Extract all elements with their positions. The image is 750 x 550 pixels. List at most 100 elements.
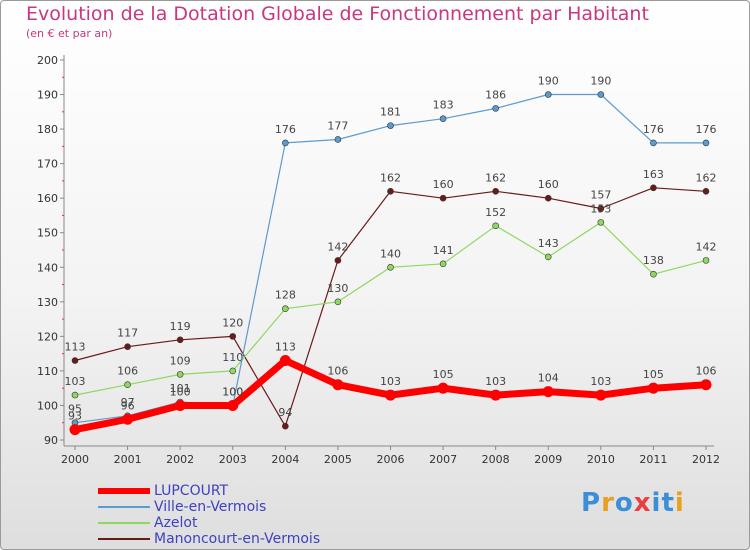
legend-label: Azelot bbox=[154, 515, 198, 531]
data-label: 162 bbox=[380, 171, 401, 184]
data-label: 153 bbox=[590, 202, 611, 215]
data-label: 160 bbox=[538, 178, 559, 191]
data-point bbox=[387, 122, 394, 129]
data-label: 103 bbox=[590, 375, 611, 388]
data-point bbox=[229, 367, 237, 375]
data-label: 157 bbox=[590, 189, 611, 202]
data-point bbox=[176, 336, 184, 344]
data-point bbox=[71, 391, 79, 399]
legend-label: Manoncourt-en-Vermois bbox=[154, 531, 321, 547]
data-point bbox=[437, 382, 449, 394]
data-point bbox=[597, 205, 605, 212]
logo-letter: P bbox=[581, 488, 602, 518]
logo-letter: i bbox=[651, 488, 662, 518]
data-point bbox=[282, 422, 289, 430]
logo-letter: t bbox=[661, 488, 675, 518]
data-point bbox=[544, 194, 552, 202]
data-label: 162 bbox=[485, 171, 506, 184]
data-point bbox=[334, 257, 342, 264]
data-point bbox=[595, 389, 607, 401]
x-tick-label: 2009 bbox=[534, 453, 562, 466]
y-tick-label: 110 bbox=[37, 365, 58, 378]
x-tick-label: 2001 bbox=[114, 453, 142, 466]
data-label: 94 bbox=[278, 406, 292, 419]
data-point bbox=[439, 260, 447, 268]
data-label: 93 bbox=[68, 410, 82, 423]
data-point bbox=[647, 382, 659, 394]
data-label: 143 bbox=[538, 237, 559, 250]
data-point bbox=[229, 333, 237, 340]
data-point bbox=[544, 91, 552, 98]
data-label: 120 bbox=[222, 316, 243, 329]
data-point bbox=[702, 187, 710, 195]
data-point bbox=[385, 389, 396, 401]
legend-swatch bbox=[98, 538, 150, 540]
data-label: 113 bbox=[275, 341, 296, 354]
y-tick-label: 150 bbox=[37, 227, 58, 240]
data-point bbox=[492, 187, 499, 195]
logo-letter: x bbox=[633, 488, 652, 518]
data-point bbox=[439, 115, 447, 123]
data-point bbox=[544, 253, 552, 261]
data-point bbox=[122, 413, 134, 425]
x-tick-label: 2007 bbox=[429, 453, 457, 466]
data-label: 103 bbox=[380, 375, 401, 388]
data-label: 142 bbox=[327, 240, 348, 253]
data-point bbox=[650, 139, 657, 147]
data-point bbox=[69, 424, 81, 436]
data-label: 177 bbox=[327, 119, 348, 132]
data-label: 105 bbox=[433, 368, 454, 381]
x-tick-label: 2012 bbox=[692, 453, 720, 466]
y-tick-label: 130 bbox=[37, 296, 58, 309]
data-point bbox=[650, 270, 657, 278]
data-label: 176 bbox=[643, 123, 664, 136]
x-tick-label: 2006 bbox=[377, 453, 405, 466]
data-label: 100 bbox=[222, 385, 243, 398]
data-label: 190 bbox=[590, 75, 611, 88]
logo-letter: i bbox=[674, 488, 685, 518]
data-point bbox=[71, 357, 79, 364]
data-label: 140 bbox=[380, 247, 401, 260]
x-tick-label: 2000 bbox=[61, 453, 89, 466]
data-label: 163 bbox=[643, 168, 664, 181]
logo-letter: o bbox=[614, 488, 634, 518]
y-tick-label: 120 bbox=[37, 330, 58, 343]
x-tick-label: 2004 bbox=[271, 453, 299, 466]
data-point bbox=[174, 399, 186, 411]
data-label: 176 bbox=[696, 123, 717, 136]
data-label: 103 bbox=[65, 375, 86, 388]
legend-label: LUPCOURT bbox=[154, 483, 229, 499]
data-point bbox=[334, 298, 342, 306]
x-tick-label: 2011 bbox=[639, 453, 667, 466]
data-point bbox=[282, 139, 289, 147]
x-tick-label: 2003 bbox=[219, 453, 247, 466]
proxiti-logo: Proxiti bbox=[581, 488, 685, 518]
data-label: 105 bbox=[643, 368, 664, 381]
data-point bbox=[282, 305, 289, 313]
data-label: 183 bbox=[433, 99, 454, 112]
y-tick-label: 200 bbox=[37, 54, 58, 67]
data-point bbox=[490, 389, 502, 401]
data-point bbox=[700, 379, 712, 391]
data-label: 190 bbox=[538, 75, 559, 88]
data-label: 104 bbox=[538, 372, 559, 385]
chart-subtitle: (en € et par an) bbox=[26, 27, 113, 40]
legend-swatch bbox=[98, 488, 150, 494]
chart-title: Evolution de la Dotation Globale de Fonc… bbox=[26, 3, 649, 25]
data-label: 100 bbox=[170, 385, 191, 398]
data-label: 106 bbox=[117, 365, 138, 378]
data-label: 138 bbox=[643, 254, 664, 267]
data-label: 97 bbox=[121, 396, 135, 409]
y-tick-label: 160 bbox=[37, 192, 58, 205]
data-label: 100 bbox=[222, 385, 243, 398]
data-point bbox=[124, 381, 131, 389]
data-label: 142 bbox=[696, 240, 717, 253]
data-label: 160 bbox=[433, 178, 454, 191]
x-tick-label: 2008 bbox=[482, 453, 510, 466]
data-point bbox=[597, 91, 605, 98]
data-point bbox=[176, 371, 184, 378]
data-point bbox=[650, 184, 657, 192]
data-label: 113 bbox=[65, 341, 86, 354]
